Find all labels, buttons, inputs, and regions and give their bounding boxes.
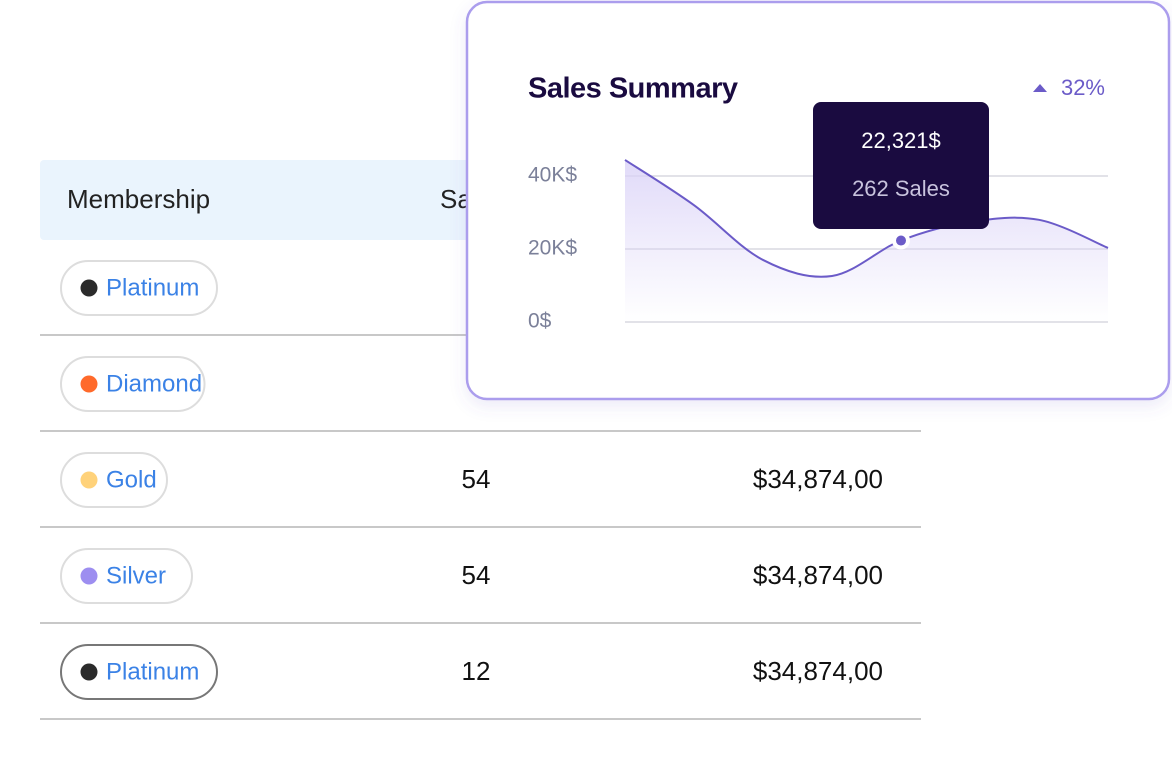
y-tick-label: 20K$ — [528, 237, 577, 260]
line-area — [625, 159, 1108, 322]
membership-dot — [80, 471, 98, 489]
y-tick-label: 0$ — [528, 310, 552, 333]
tooltip — [813, 102, 989, 229]
tooltip-value: 22,321$ — [861, 128, 941, 153]
membership-dot — [80, 375, 98, 393]
membership-pill — [60, 548, 193, 604]
sales-cell: 12 — [462, 656, 491, 686]
amount-cell: $34,874,00 — [753, 464, 883, 494]
line — [624, 159, 1109, 278]
membership-label: Silver — [106, 562, 166, 589]
card: Sales Summary 32% 0$ 20K$ 40K$ 22,321$ 262 Sal… — [465, 0, 1171, 401]
change-arrow — [1033, 84, 1047, 92]
amount-cell: $34,874,00 — [753, 560, 883, 590]
point-marker — [892, 231, 910, 250]
amount-cell: $34,874,00 — [753, 656, 883, 686]
membership-label: Platinum — [106, 658, 199, 685]
membership-label: Platinum — [106, 274, 199, 301]
membership-label: Diamond — [106, 370, 202, 397]
membership-pill — [60, 356, 206, 412]
sales-cell: 54 — [462, 560, 491, 590]
membership-dot — [80, 279, 98, 297]
membership-label: Gold — [106, 466, 157, 493]
header-cell: Membership — [67, 184, 210, 214]
tooltip-sales: 262 Sales — [852, 176, 950, 201]
sales-cell: 54 — [462, 464, 491, 494]
membership-pill — [60, 644, 218, 700]
change-value: 32% — [1061, 75, 1105, 100]
membership-pill — [60, 260, 218, 316]
membership-dot — [80, 567, 98, 585]
membership-dot — [80, 663, 98, 681]
y-tick-label: 40K$ — [528, 164, 577, 187]
card-title: Sales Summary — [528, 73, 738, 105]
membership-pill — [60, 452, 168, 508]
